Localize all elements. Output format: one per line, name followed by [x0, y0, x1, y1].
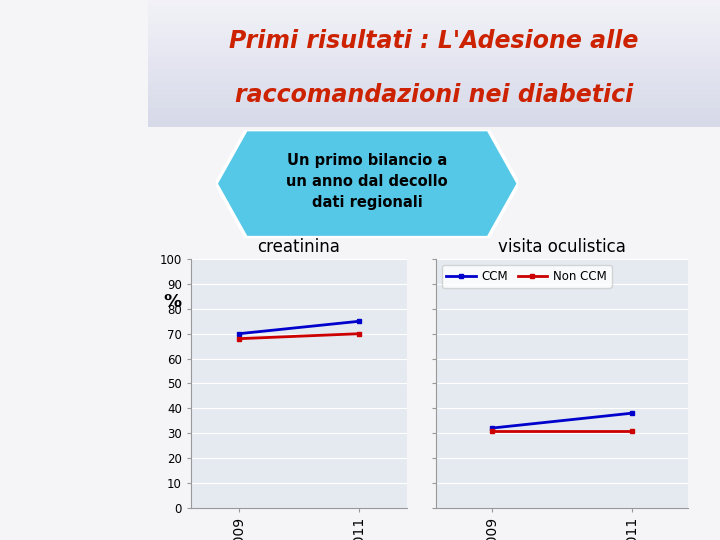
Text: raccomandazioni nei diabetici: raccomandazioni nei diabetici: [235, 83, 633, 107]
Bar: [148, 76, 720, 83]
Non CCM: [487, 427, 496, 434]
Line: CCM: CCM: [490, 411, 634, 430]
Bar: [148, 12, 720, 19]
Bar: [148, 114, 720, 120]
Text: Un primo bilancio a
un anno dal decollo
dati regionali: Un primo bilancio a un anno dal decollo …: [287, 153, 448, 210]
CCM: [627, 410, 636, 416]
Bar: [148, 108, 720, 114]
Bar: [148, 25, 720, 32]
Legend: CCM, Non CCM: CCM, Non CCM: [441, 265, 611, 287]
Bar: [148, 70, 720, 76]
Bar: [148, 95, 720, 102]
Bar: [148, 57, 720, 63]
Bar: [148, 83, 720, 89]
Line: Non CCM: Non CCM: [490, 429, 634, 433]
Bar: [148, 0, 720, 6]
Non CCM: [627, 427, 636, 434]
Title: visita oculistica: visita oculistica: [498, 238, 626, 256]
Bar: [148, 102, 720, 108]
Bar: [148, 44, 720, 51]
Bar: [148, 89, 720, 95]
Bar: [148, 6, 720, 13]
Bar: [148, 38, 720, 44]
CCM: [487, 425, 496, 431]
Text: %: %: [163, 293, 182, 312]
Bar: [148, 19, 720, 25]
Bar: [148, 32, 720, 38]
Text: Primi risultati : L'Adesione alle: Primi risultati : L'Adesione alle: [229, 29, 639, 52]
Bar: [148, 120, 720, 127]
Bar: [148, 51, 720, 57]
Bar: [148, 63, 720, 70]
Polygon shape: [216, 130, 518, 238]
Title: creatinina: creatinina: [257, 238, 341, 256]
